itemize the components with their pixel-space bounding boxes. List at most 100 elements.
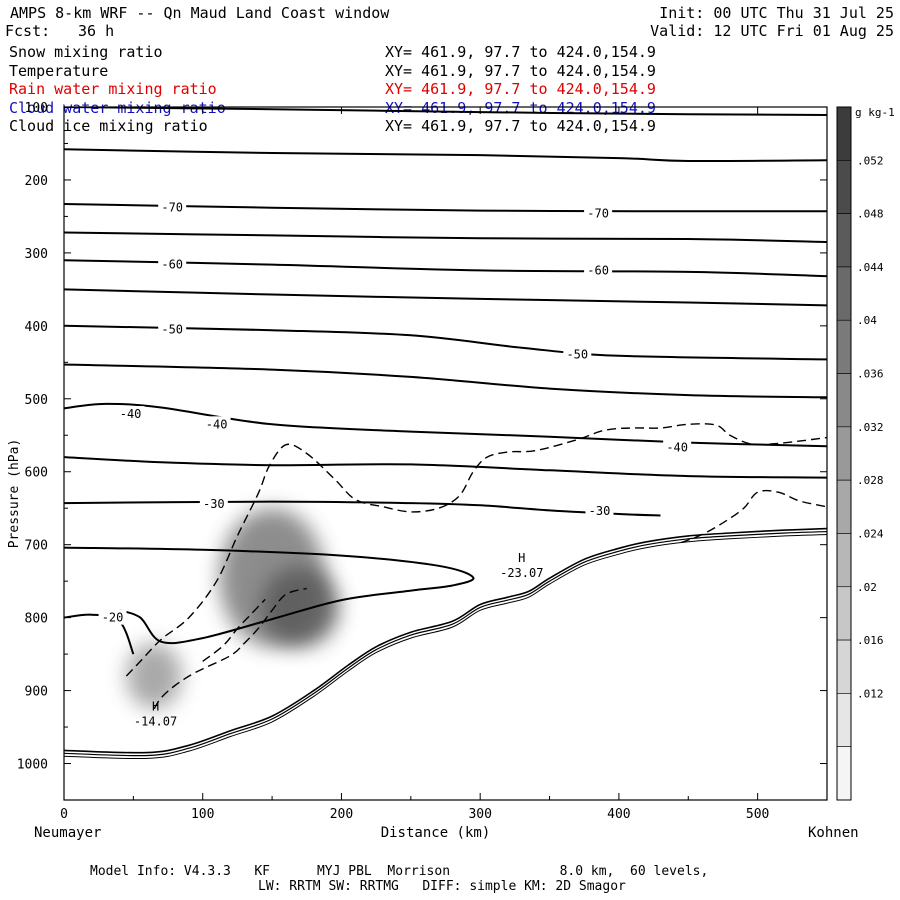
y-tick-label: 800 [25,612,48,627]
y-axis-label: Pressure (hPa) [7,439,22,549]
x-tick-label: 300 [468,807,491,822]
colorbar-tick-label: .048 [857,208,884,221]
isotherm-label-bg [158,199,187,215]
field-name: Snow mixing ratio [9,43,163,61]
x-tick-label: 200 [330,807,353,822]
isotherm-label-bg [158,256,187,272]
colorbar-tick-label: .012 [857,687,884,700]
field-name: Temperature [9,61,109,80]
y-tick-label: 400 [25,320,48,335]
y-tick-label: 200 [25,174,48,189]
plot-area: -70 -70-60 -60-50-50-40-40-40-30-30-20H-14… [64,107,827,760]
colorbar-swatch [836,319,852,374]
valid-time: Valid: 12 UTC Fri 01 Aug 25 [650,22,894,40]
isotherm-line [64,148,827,163]
terrain-line [64,534,827,760]
forecast-hours: 36 h [78,22,115,40]
isotherm-label-bg [585,503,614,519]
colorbar-tick-label: .04 [857,314,877,327]
colorbar-swatch [836,693,852,747]
isotherm-line [64,259,827,278]
x-tick-label: 400 [607,807,630,822]
colorbar-tick-label: .02 [857,581,877,594]
extremum-value: -23.07 [500,566,543,580]
colorbar-swatch [836,213,852,268]
isotherm-line [64,288,827,307]
colorbar-swatch [836,160,852,214]
plot-frame [63,106,828,801]
x-tick-label: 0 [60,807,68,822]
isotherm-line [64,231,827,243]
colorbar-frame [836,106,852,801]
isotherm-label: -40 [206,417,228,431]
isotherm-label: -70 [587,207,609,221]
model-physics: LW: RRTM SW: RRTMG DIFF: simple KM: 2D S… [258,879,626,894]
colorbar-swatch [836,373,852,428]
colorbar-swatch [836,639,852,694]
isotherm-label: -70 [161,201,183,215]
isotherm-line [64,107,827,116]
isotherm-line [64,500,661,517]
isotherm-label: -60 [587,263,609,277]
isotherm-label-bg [584,205,613,221]
isotherm-label: -20 [102,611,124,625]
isotherm-label-bg [202,416,231,432]
x-start-label: Neumayer [34,825,101,841]
colorbar-tick-label: .016 [857,634,884,647]
colorbar-tick-label: .032 [857,421,884,434]
isotherm-label: -60 [161,258,183,272]
colorbar-tick-label: .052 [857,154,884,167]
extremum-symbol: H [518,551,525,565]
y-tick-label: 1000 [17,758,48,773]
colorbar-swatch [836,533,852,588]
chart-title: AMPS 8-km WRF -- Qn Maud Land Coast wind… [10,4,390,22]
y-tick-label: 600 [25,466,48,481]
snow-mixing-contour [153,587,307,710]
isotherm-label-bg [663,439,692,455]
isotherm-label: -30 [589,504,611,518]
field-coordinates: XY= 461.9, 97.7 to 424.0,154.9 [385,61,656,80]
colorbar-swatch [836,746,852,801]
isotherm-label-bg [158,321,187,337]
y-tick-label: 300 [25,247,48,262]
isotherm-label-bg [563,346,592,362]
isotherm-label: -30 [203,497,225,511]
field-coordinates: XY= 461.9, 97.7 to 424.0,154.9 [385,80,656,98]
isotherm-line [64,203,827,213]
colorbar-tick-label: .036 [857,368,884,381]
y-tick-label: 100 [25,101,48,116]
colorbar-swatch [836,586,852,641]
colorbar-tick-label: .044 [857,261,884,274]
x-tick-label: 100 [191,807,214,822]
isotherm-line [64,324,827,361]
snow-mixing-contour [202,598,266,662]
init-time: Init: 00 UTC Thu 31 Jul 25 [659,4,894,22]
colorbar-swatch [836,426,852,481]
y-tick-label: 900 [25,685,48,700]
y-tick-label: 700 [25,539,48,554]
x-end-label: Kohnen [808,825,859,841]
isotherm-label-bg [584,262,613,278]
colorbar-tick-label: .024 [857,527,884,540]
field-name: Rain water mixing ratio [9,80,217,98]
colorbar-tick-label: .028 [857,474,884,487]
colorbar-swatch [836,266,852,321]
isotherm-label-bg [116,406,145,422]
field-name: Cloud ice mixing ratio [9,117,208,135]
cloud-ice-shading [260,566,339,647]
snow-mixing-contour [681,489,827,544]
extremum-value: -14.07 [134,715,177,729]
field-coordinates: XY= 461.9, 97.7 to 424.0,154.9 [385,43,656,61]
cloud-ice-shading [126,643,182,709]
field-coordinates: XY= 461.9, 97.7 to 424.0,154.9 [385,117,656,135]
isotherm-label: -50 [566,347,588,361]
isotherm-line [64,456,827,479]
isotherm-line [64,363,827,399]
forecast-label: Fcst: [5,22,51,40]
isotherm-label: -40 [666,441,688,455]
isotherm-line [64,546,475,645]
terrain-line [64,531,827,757]
isotherm-label: -40 [120,407,142,421]
extremum-symbol: H [152,700,159,714]
